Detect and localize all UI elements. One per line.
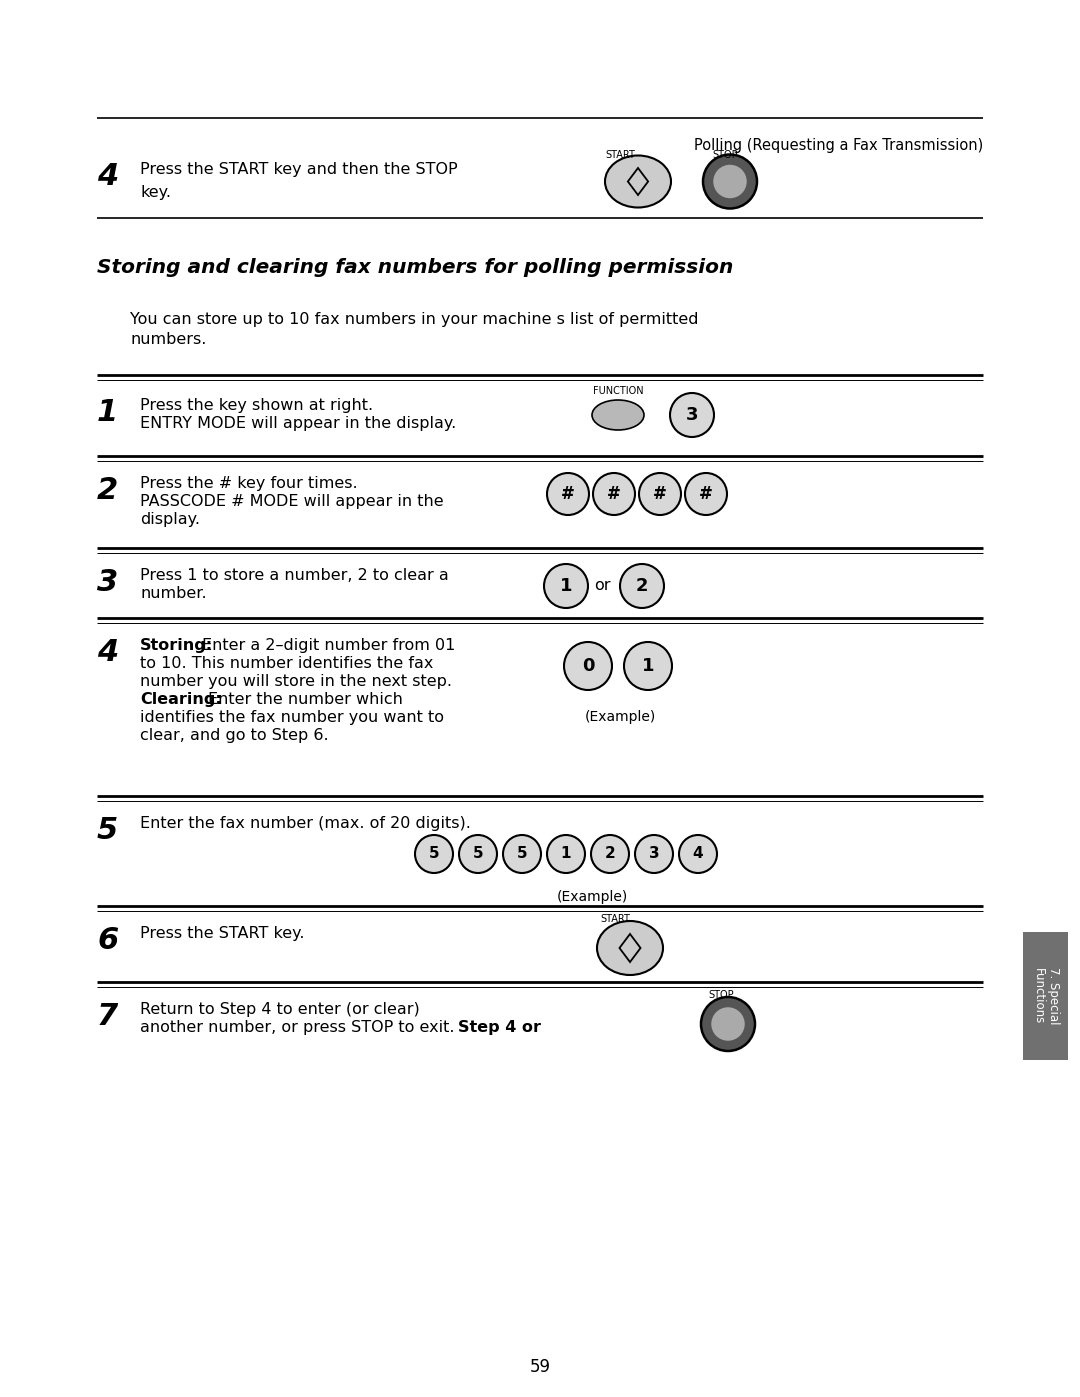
Text: 4: 4 — [97, 638, 118, 666]
Text: 3: 3 — [97, 569, 118, 597]
Circle shape — [503, 835, 541, 873]
Circle shape — [639, 474, 681, 515]
Text: or: or — [594, 578, 610, 594]
Circle shape — [685, 474, 727, 515]
Circle shape — [635, 835, 673, 873]
Circle shape — [564, 643, 612, 690]
Circle shape — [712, 1007, 745, 1041]
Text: 0: 0 — [582, 657, 594, 675]
Circle shape — [546, 835, 585, 873]
Text: #: # — [653, 485, 667, 503]
Text: 4: 4 — [692, 847, 703, 862]
Text: 1: 1 — [642, 657, 654, 675]
Text: numbers.: numbers. — [130, 332, 206, 346]
Text: 1: 1 — [97, 398, 118, 427]
Text: FUNCTION: FUNCTION — [593, 386, 644, 395]
Text: 2: 2 — [605, 847, 616, 862]
Text: 7. Special
Functions: 7. Special Functions — [1032, 967, 1059, 1025]
Circle shape — [701, 997, 755, 1051]
Text: number.: number. — [140, 585, 206, 601]
Circle shape — [620, 564, 664, 608]
Ellipse shape — [597, 921, 663, 975]
Ellipse shape — [605, 155, 671, 208]
Circle shape — [544, 564, 588, 608]
Text: 1: 1 — [559, 577, 572, 595]
Text: Polling (Requesting a Fax Transmission): Polling (Requesting a Fax Transmission) — [693, 138, 983, 154]
Circle shape — [591, 835, 629, 873]
Text: You can store up to 10 fax numbers in your machine s list of permitted: You can store up to 10 fax numbers in yo… — [130, 312, 699, 327]
Text: display.: display. — [140, 511, 200, 527]
Text: PASSCODE # MODE will appear in the: PASSCODE # MODE will appear in the — [140, 495, 444, 509]
Text: Press 1 to store a number, 2 to clear a: Press 1 to store a number, 2 to clear a — [140, 569, 449, 583]
Text: START: START — [600, 914, 630, 923]
Text: Return to Step 4 to enter (or clear): Return to Step 4 to enter (or clear) — [140, 1002, 420, 1017]
Text: Storing and clearing fax numbers for polling permission: Storing and clearing fax numbers for pol… — [97, 258, 733, 277]
Circle shape — [679, 835, 717, 873]
Text: to 10. This number identifies the fax: to 10. This number identifies the fax — [140, 657, 433, 671]
Text: #: # — [562, 485, 575, 503]
Text: Storing:: Storing: — [140, 638, 213, 652]
Text: 5: 5 — [429, 847, 440, 862]
Text: Step 4 or: Step 4 or — [458, 1020, 541, 1035]
Text: number you will store in the next step.: number you will store in the next step. — [140, 673, 453, 689]
Text: Clearing:: Clearing: — [140, 692, 221, 707]
Text: another number, or press STOP to exit.: another number, or press STOP to exit. — [140, 1020, 455, 1035]
Text: STOP: STOP — [708, 990, 733, 1000]
Text: START: START — [605, 149, 635, 161]
Circle shape — [459, 835, 497, 873]
Text: 6: 6 — [97, 926, 118, 956]
Circle shape — [670, 393, 714, 437]
Text: 5: 5 — [97, 816, 118, 845]
Text: 1: 1 — [561, 847, 571, 862]
Circle shape — [593, 474, 635, 515]
Text: #: # — [607, 485, 621, 503]
Text: ENTRY MODE will appear in the display.: ENTRY MODE will appear in the display. — [140, 416, 456, 432]
Circle shape — [703, 155, 757, 208]
Circle shape — [415, 835, 453, 873]
Text: Press the START key.: Press the START key. — [140, 926, 305, 942]
Text: #: # — [699, 485, 713, 503]
Text: 7: 7 — [97, 1002, 118, 1031]
Ellipse shape — [592, 400, 644, 430]
Text: 5: 5 — [516, 847, 527, 862]
Text: 2: 2 — [636, 577, 648, 595]
Text: 5: 5 — [473, 847, 484, 862]
Text: 3: 3 — [649, 847, 659, 862]
Text: Enter a 2–digit number from 01: Enter a 2–digit number from 01 — [202, 638, 456, 652]
Text: identifies the fax number you want to: identifies the fax number you want to — [140, 710, 444, 725]
Text: (Example): (Example) — [584, 710, 656, 724]
FancyBboxPatch shape — [1023, 932, 1068, 1060]
Text: (Example): (Example) — [556, 890, 627, 904]
Text: Enter the number which: Enter the number which — [208, 692, 403, 707]
Text: STOP: STOP — [712, 149, 738, 161]
Text: 4: 4 — [97, 162, 118, 191]
Circle shape — [624, 643, 672, 690]
Text: Press the START key and then the STOP: Press the START key and then the STOP — [140, 162, 458, 177]
Text: Press the key shown at right.: Press the key shown at right. — [140, 398, 373, 414]
Text: Press the # key four times.: Press the # key four times. — [140, 476, 357, 490]
Text: Enter the fax number (max. of 20 digits).: Enter the fax number (max. of 20 digits)… — [140, 816, 471, 831]
Text: 3: 3 — [686, 407, 699, 425]
Text: clear, and go to Step 6.: clear, and go to Step 6. — [140, 728, 328, 743]
Circle shape — [713, 165, 746, 198]
Text: key.: key. — [140, 184, 171, 200]
Circle shape — [546, 474, 589, 515]
Text: 59: 59 — [529, 1358, 551, 1376]
Text: 2: 2 — [97, 476, 118, 504]
